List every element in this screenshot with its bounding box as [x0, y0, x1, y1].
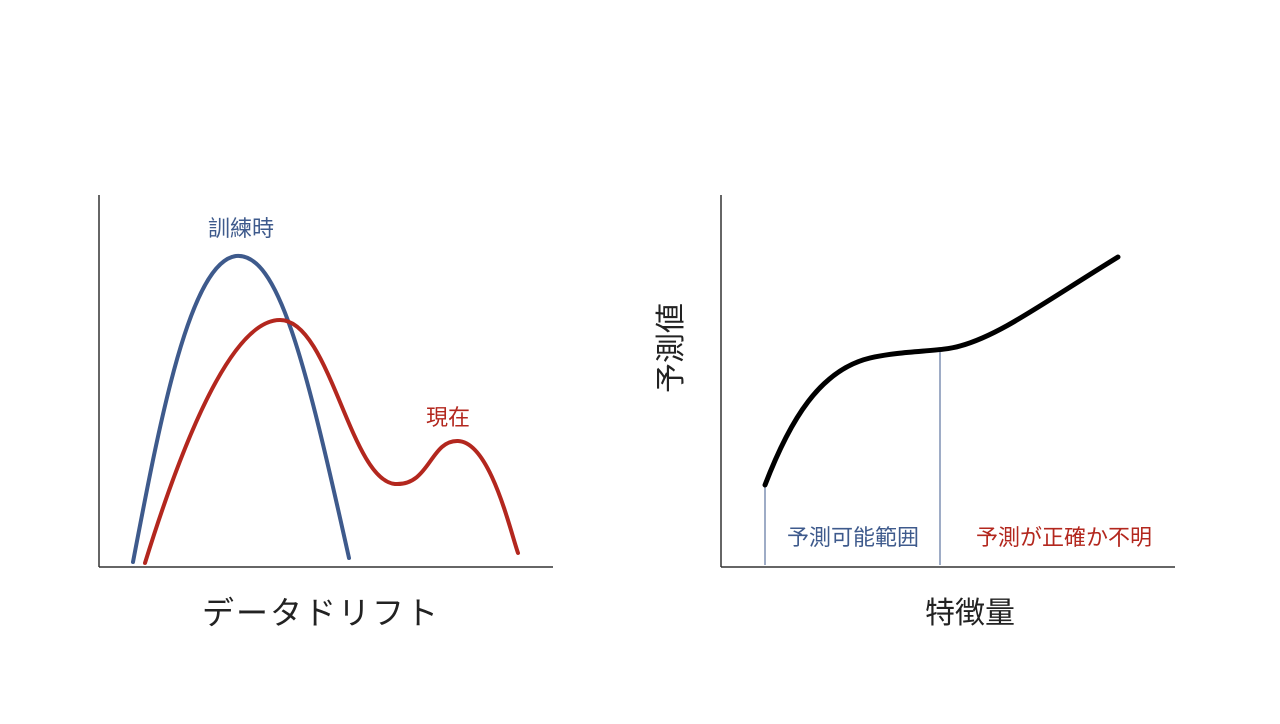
data-drift-panel: 訓練時 現在 データドリフト — [98, 195, 553, 632]
predictable-range-label: 予測可能範囲 — [787, 526, 919, 551]
uncertain-accuracy-label: 予測が正確か不明 — [976, 526, 1152, 551]
training-label: 訓練時 — [208, 217, 274, 242]
feature-axis-label: 特徴量 — [925, 596, 1015, 631]
current-distribution-curve — [143, 317, 520, 565]
training-distribution-curve — [131, 253, 351, 564]
current-label: 現在 — [426, 406, 470, 431]
predicted-value-axis-label: 予測値 — [654, 303, 689, 393]
prediction-curve — [762, 254, 1121, 488]
data-drift-caption: データドリフト — [202, 594, 440, 632]
prediction-panel: 予測可能範囲 予測が正確か不明 予測値 特徴量 — [654, 195, 1175, 631]
